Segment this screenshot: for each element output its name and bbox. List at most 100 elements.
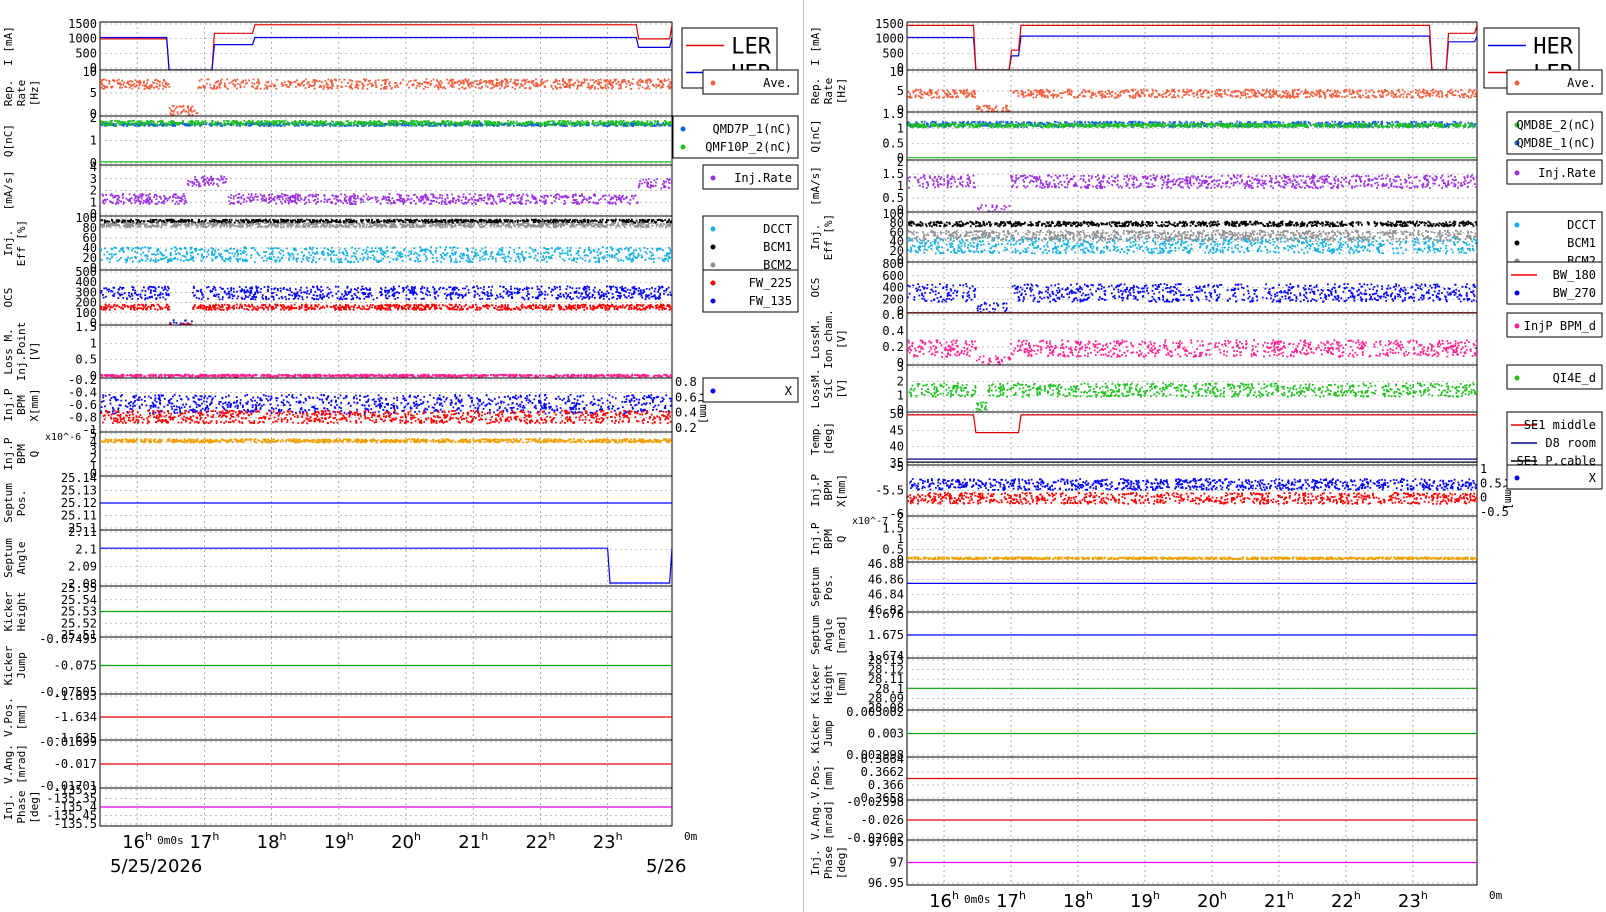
legend: DCCT BCM1 BCM2 <box>702 215 799 277</box>
subplot: 2.11 2.1 2.09 2.08 Septum Angle <box>2 525 673 591</box>
y-axis-label: Temp. <box>809 422 822 455</box>
plot-frame <box>99 431 673 477</box>
y-axis-label: [mrad] <box>835 615 848 655</box>
y-axis-label: Q <box>28 451 41 458</box>
plot-frame <box>906 657 1478 711</box>
legend-label: DCCT <box>1567 218 1596 232</box>
y-tick-label: 5 <box>90 86 97 100</box>
y-tick-label: 0 <box>897 403 904 417</box>
y-tick-label: 500 <box>75 46 97 60</box>
y-axis-label: Rep. <box>2 80 15 107</box>
y-tick-label: 25.52 <box>61 616 97 630</box>
y-axis-label: Inj. <box>2 230 15 257</box>
y-axis-label: [deg] <box>28 790 41 823</box>
y-axis-label: Inj.P <box>2 388 15 421</box>
subplot: 0.003002 0.003 0.002998 Kicker Jump <box>809 705 1478 762</box>
series-points <box>100 221 672 229</box>
y-tick-label: 1 <box>897 179 904 193</box>
y-tick-label: 600 <box>882 269 904 283</box>
y-axis-label: X[mm] <box>835 474 848 507</box>
y-tick-label: 2 <box>90 184 97 198</box>
y-axis-label: [mA/s] <box>2 171 15 211</box>
y-tick-label: 0.6 <box>882 308 904 322</box>
y-axis-label: Kicker <box>2 591 15 631</box>
y-tick-label: 0 <box>90 261 97 275</box>
y-tick-label: 60 <box>83 231 97 245</box>
y-tick-label: 0 <box>897 304 904 318</box>
legend-swatch <box>710 226 716 232</box>
series-points <box>907 236 1477 255</box>
y-tick-label: 2.1 <box>75 542 97 556</box>
subplot: -1.633 -1.634 -1.635 V.Pos. [mm] <box>2 689 673 745</box>
y2-tick-label: 0.6 <box>675 390 697 404</box>
legend-label: Inj.Rate <box>734 171 792 185</box>
x-tick-label: 23h <box>1398 889 1428 912</box>
legend: BW_180 BW_270 <box>1506 261 1603 305</box>
y-tick-label: 0 <box>90 207 97 221</box>
subplot: 0.6 0.4 0.2 0 LossM. Ion cham. [V] InjP BPM_d <box>809 308 1603 370</box>
subplot: 21.510.50 [mA/s] Inj.Rate <box>809 155 1603 217</box>
legend: Ave. <box>702 69 799 95</box>
legend-swatch <box>1514 80 1520 86</box>
y-tick-label: 1.5 <box>882 167 904 181</box>
legend-swatch <box>1514 290 1520 296</box>
y-tick-label: -6 <box>890 507 904 521</box>
legend-label: HER <box>1533 35 1573 60</box>
y-axis-label: Septum <box>809 615 822 655</box>
y-axis-label: BPM <box>15 444 28 464</box>
legend-box <box>1506 464 1603 490</box>
y-tick-label: 35 <box>890 456 904 470</box>
legend-swatch <box>710 280 716 286</box>
series-group <box>907 120 1477 159</box>
y-axis-label: Angle <box>822 618 835 651</box>
series-line <box>100 36 672 70</box>
y-tick-label: 800 <box>882 257 904 271</box>
y-axis-label: BPM <box>15 395 28 415</box>
series-points <box>908 220 1477 228</box>
y-tick-label: 0 <box>897 203 904 217</box>
y-axis-label: [mrad] <box>822 800 835 840</box>
x-tick-label: 20h <box>1197 889 1227 912</box>
y-axis-label: [mrad] <box>15 744 28 784</box>
y-tick-label: 28.08 <box>868 701 904 715</box>
x-tick-label: 19h <box>1130 889 1160 912</box>
legend-swatch <box>1514 222 1520 228</box>
y-tick-label: 25.1 <box>68 521 97 535</box>
y-exponent: x10^-7 <box>852 516 888 527</box>
y-axis-label: Kicker <box>809 664 822 704</box>
series-points <box>100 78 672 116</box>
x-tick-label: 22h <box>525 830 555 853</box>
legend-label: BCM1 <box>1567 236 1596 250</box>
legend-label: Inj.Rate <box>1538 166 1596 180</box>
subplot: 1.5 1 0.5 0 Loss M. Inj.Point [V] <box>2 320 673 383</box>
y-tick-label: 0 <box>90 467 97 481</box>
y-axis-label: Jump <box>822 720 835 747</box>
plot-frame <box>906 411 1478 466</box>
y-tick-label: 1.5 <box>882 107 904 121</box>
y-axis-label: Rate <box>15 80 28 107</box>
y-tick-label: 45 <box>890 423 904 437</box>
series-points <box>907 283 1477 313</box>
y-tick-label: 20 <box>890 244 904 258</box>
x-tick-label: 18h <box>1063 889 1093 912</box>
y-axis-label: Angle <box>15 541 28 574</box>
series-points <box>907 122 1477 129</box>
y-axis-label: [mA/s] <box>809 166 822 206</box>
x-tick-label: 16h <box>122 830 152 853</box>
x-tick-sublabel: 0m <box>684 830 698 843</box>
y-axis-label: Q[nC] <box>2 124 15 157</box>
legend-swatch <box>710 298 716 304</box>
y-tick-label: 1 <box>90 134 97 148</box>
y-tick-label: 0.003002 <box>846 705 904 719</box>
legend-box <box>1506 111 1603 155</box>
legend-label: BCM2 <box>763 258 792 272</box>
y-axis-label: BPM <box>822 480 835 500</box>
legend: Inj.Rate <box>702 164 799 190</box>
y-tick-label: -0.02602 <box>846 831 904 845</box>
y-axis-label: [V] <box>835 329 848 349</box>
